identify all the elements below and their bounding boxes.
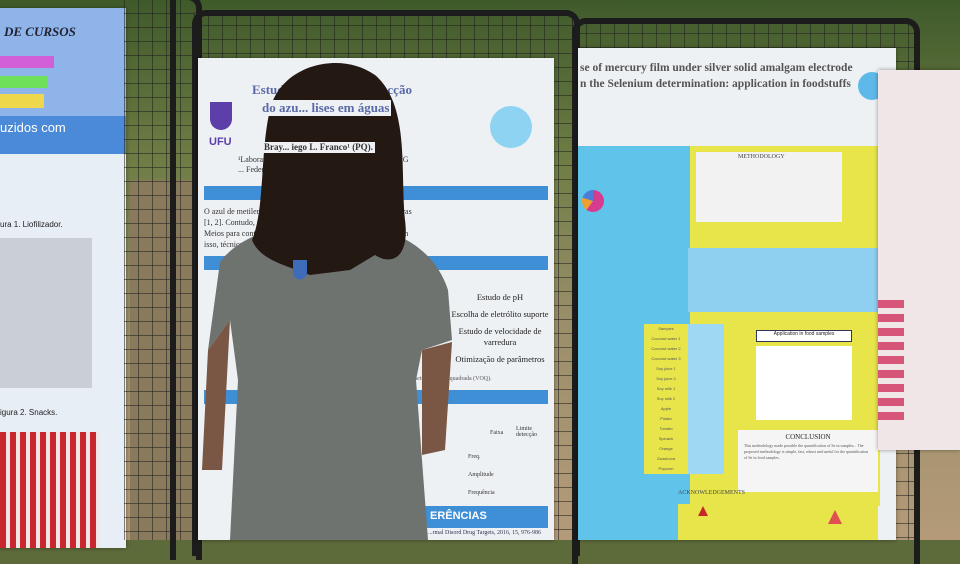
pie-chart-icon: [582, 190, 604, 212]
poster-title-line: se of mercury film under silver solid am…: [580, 62, 853, 74]
sample-label: Coconut water 1: [651, 336, 681, 341]
sample-label: Soy juice 2: [656, 376, 676, 381]
results-table: [688, 248, 878, 312]
left-poster-header: [0, 8, 126, 128]
conclusion-box: CONCLUSION This methodology made possibl…: [738, 430, 878, 492]
far-right-poster: [878, 70, 960, 450]
table-rows: Freq. Amplitude Frequência: [468, 448, 495, 502]
footer-band: [578, 504, 678, 540]
table-row: Amplitude: [468, 472, 494, 478]
method-steps: Estudo de pH Escolha de eletrólito supor…: [450, 292, 550, 365]
poster-authors: Bray... iego L. Franco¹ (PQ).: [262, 142, 375, 153]
poster-title-line: n the Selenium determination: applicatio…: [580, 78, 851, 90]
method-step: Estudo de velocidade de varredura: [458, 326, 542, 347]
table-header: Limite detecção: [516, 426, 537, 438]
method-step: Estudo de pH: [476, 292, 524, 302]
conclusion-heading: CONCLUSION: [785, 433, 831, 441]
pink-stripes: [878, 300, 904, 420]
snacks-photo: [0, 432, 100, 548]
sample-label: Apple: [660, 406, 672, 411]
right-poster: se of mercury film under silver solid am…: [578, 48, 896, 540]
sample-label: Guavirova: [656, 456, 676, 461]
calibration-plot: [756, 346, 852, 420]
method-caption: ...metria de onda quadrada (VOQ).: [408, 376, 492, 382]
footer-band: [678, 504, 878, 540]
left-poster-subtitle: uzidos com: [0, 120, 66, 135]
sample-label: Coconut water 3: [651, 356, 681, 361]
figure-2-caption: igura 2. Snacks.: [0, 408, 58, 417]
poster-title-line: do azu... lises em águas: [260, 100, 392, 116]
tag-stripe: [0, 94, 44, 108]
method-step: Escolha de eletrólito suporte: [451, 309, 549, 319]
tag-stripe: [0, 56, 54, 68]
fence-panel: [124, 0, 194, 540]
conclusion-text: This methodology made possible the quant…: [744, 443, 869, 460]
hair: [252, 62, 406, 276]
sponsor-logo-icon: [698, 506, 708, 516]
sample-label: Tomato: [659, 426, 673, 431]
shirt: [208, 227, 452, 540]
right-arm: [422, 342, 452, 455]
references-bar: [398, 506, 548, 528]
subtitle-band: [0, 116, 126, 154]
acknowledgements-heading: ACKNOWLEDGEMENTS: [678, 490, 745, 496]
sample-label: Orange: [659, 446, 673, 451]
figure-1-caption: ura 1. Liofilizador.: [0, 220, 63, 229]
sample-label: Soy milk 2: [656, 396, 676, 401]
left-arm: [202, 320, 230, 470]
sample-label: Potato: [660, 416, 672, 421]
reference-line: ...rmal Disord Drug Targets, 2016, 15, 9…: [428, 530, 542, 536]
table-row: Freq.: [468, 454, 481, 460]
left-poster-heading: DE CURSOS: [4, 24, 76, 39]
visitor-woman: [202, 62, 452, 540]
application-heading: Application in food samples: [756, 330, 852, 342]
ufu-logo-icon: [210, 102, 232, 130]
table-row: Frequência: [468, 490, 495, 496]
tag-stripe: [0, 76, 48, 88]
sample-label: Spinach: [658, 436, 674, 441]
sample-label: Samples: [658, 326, 674, 331]
ufu-shirt-logo-icon: [293, 260, 307, 280]
sample-label: Soy juice 1: [656, 366, 676, 371]
sample-label: Popcorn: [658, 466, 674, 471]
samples-column: Samples Coconut water 1 Coconut water 2 Coc…: [644, 324, 688, 474]
methodology-heading: METHODOLOGY: [738, 154, 785, 160]
methodology-box: [696, 152, 842, 222]
values-column: [688, 324, 724, 474]
ufu-logo-text: UFU: [209, 136, 232, 148]
freeze-dryer-photo: [0, 238, 92, 388]
molecule-icon: [490, 106, 532, 148]
sample-label: Soy milk 1: [656, 386, 676, 391]
references-heading: ERÊNCIAS: [430, 510, 487, 522]
method-step: Otimização de parâmetros: [455, 354, 545, 364]
table-header: Faixa: [490, 430, 504, 436]
sample-label: Coconut water 2: [651, 346, 681, 351]
left-poster: DE CURSOS uzidos com ura 1. Liofilizador…: [0, 8, 126, 548]
